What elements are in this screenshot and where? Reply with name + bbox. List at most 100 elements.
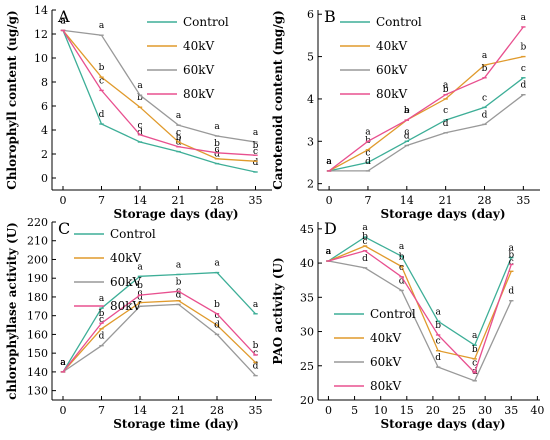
y-axis-title: Carotenoid content (mg/g) [271, 10, 285, 190]
x-axis-title: Storage days (day) [380, 207, 505, 221]
significance-letter: a [137, 262, 143, 272]
significance-letter: a [176, 260, 182, 270]
significance-letter: d [214, 320, 220, 330]
significance-letter: a [326, 157, 332, 167]
y-tick-label: 150 [27, 347, 48, 360]
series-line [62, 303, 256, 377]
legend-label: 40kV [110, 251, 142, 265]
x-axis-title: Storage days (day) [380, 417, 505, 431]
significance-letter: d [482, 110, 488, 120]
series-line [328, 260, 512, 382]
significance-letter: d [214, 150, 220, 160]
significance-letter: a [326, 157, 332, 167]
x-tick-label: 7 [364, 194, 371, 207]
significance-letter: a [326, 247, 332, 257]
panel-b: 0 7 14 21 28 35 2 3 4 5 6 Storage days (day) Caroten… [271, 7, 540, 221]
x-tick-label: 14 [133, 194, 147, 207]
legend-label: 60kV [376, 63, 408, 77]
legend-label: 60kV [370, 355, 402, 369]
x-tick-label: 35 [516, 194, 530, 207]
legend-label: Control [370, 307, 416, 321]
y-tick-label: 160 [27, 328, 48, 341]
significance-letter: d [508, 287, 514, 297]
significance-letter: a [214, 259, 220, 269]
significance-letter: d [99, 332, 105, 342]
significance-letter: d [253, 158, 259, 168]
x-tick-label: 0 [325, 404, 332, 417]
x-tick-label: 21 [172, 194, 186, 207]
x-tick-label: 14 [400, 194, 414, 207]
y-tick-label: 45 [300, 223, 314, 236]
y-tick-label: 190 [27, 272, 48, 285]
significance-letter: c [365, 148, 370, 158]
x-tick-label: 21 [439, 194, 453, 207]
series-line [62, 30, 256, 156]
y-tick-label: 8 [41, 76, 48, 89]
x-tick-label: 21 [172, 404, 186, 417]
x-tick-label: 30 [478, 404, 492, 417]
series-line [328, 250, 512, 374]
x-tick-label: 28 [210, 194, 224, 207]
significance-letter: c [472, 359, 477, 369]
legend: Control 40kV 60kV 80kV [340, 15, 422, 101]
series-control: a a a a a a [60, 259, 259, 373]
significance-letter: a [60, 16, 66, 26]
y-tick-label: 20 [300, 394, 314, 407]
significance-letter: d [435, 353, 441, 363]
series-60kv: a d d d d d [326, 81, 526, 172]
series-line [62, 290, 256, 373]
significance-letter: a [326, 157, 332, 167]
significance-letter: b [472, 345, 478, 355]
series-line [62, 300, 256, 373]
x-tick-label: 35 [249, 194, 263, 207]
series-line [328, 26, 524, 172]
y-tick-label: 130 [27, 385, 48, 398]
y-tick-label: 3 [307, 135, 314, 148]
legend-label: Control [183, 15, 229, 29]
significance-letter: b [443, 85, 449, 95]
series-60kv: a a a a a a [60, 16, 259, 143]
series-line [328, 236, 512, 347]
significance-letter: a [365, 127, 371, 137]
significance-letter: b [176, 277, 182, 287]
significance-letter: a [60, 16, 66, 26]
legend-label: 80kV [370, 379, 402, 393]
series-60kv: a d d d d d [60, 290, 259, 377]
significance-letter: a [472, 331, 478, 341]
significance-letter: d [520, 81, 526, 91]
significance-letter: d [362, 254, 368, 264]
y-tick-label: 12 [34, 28, 48, 41]
significance-letter: b [508, 250, 514, 260]
y-tick-label: 140 [27, 366, 48, 379]
significance-letter: a [60, 358, 66, 368]
significance-letter: c [482, 93, 487, 103]
significance-letter: b [404, 106, 410, 116]
significance-letter: c [99, 315, 104, 325]
significance-letter: d [399, 276, 405, 286]
y-tick-label: 0 [41, 172, 48, 185]
significance-letter: b [176, 133, 182, 143]
x-tick-label: 7 [98, 194, 105, 207]
significance-letter: d [137, 292, 143, 302]
legend-label: 80kV [183, 87, 215, 101]
series-line [62, 30, 256, 173]
significance-letter: c [137, 289, 142, 299]
significance-letter: a [435, 307, 441, 317]
series-line [328, 77, 524, 172]
legend-label: 40kV [183, 39, 215, 53]
x-tick-label: 0 [60, 194, 67, 207]
series-control: a c c c c c [326, 64, 526, 172]
significance-letter: a [326, 247, 332, 257]
legend-label: 40kV [370, 331, 402, 345]
significance-letter: a [443, 81, 449, 91]
y-axis-title: PAO activity (U) [271, 257, 285, 364]
significance-letter: a [60, 16, 66, 26]
legend: Control 40kV 60kV 80kV [147, 15, 229, 101]
significance-letter: c [137, 121, 142, 131]
panel-letter: B [324, 7, 336, 26]
y-tick-label: 25 [300, 360, 314, 373]
